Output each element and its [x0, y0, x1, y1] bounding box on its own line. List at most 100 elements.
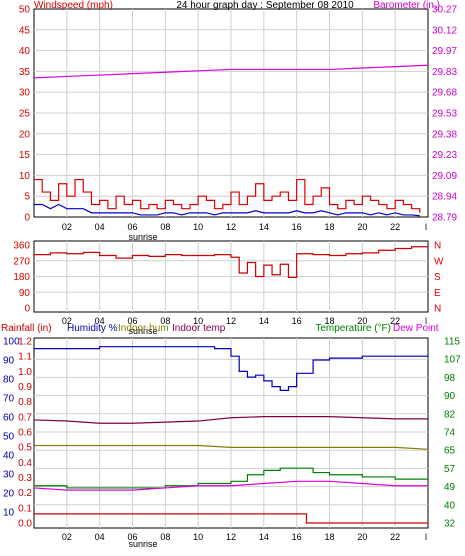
axis-tick-label: 49 — [444, 482, 456, 493]
axis-tick-label: 1.0 — [18, 367, 32, 378]
climate-hour-axis: 02 04 06 08 10 12 14 16 18 20 22 l — [62, 532, 427, 542]
hour-tick-label: 10 — [193, 222, 203, 232]
axis-tick-label: 10 — [19, 171, 31, 182]
axis-tick-label: 28.79 — [432, 213, 457, 224]
hour-tick-label: 16 — [292, 532, 302, 542]
sunrise-label: sunrise — [128, 232, 157, 242]
axis-tick-label: 25 — [19, 109, 31, 120]
end-tick-label: l — [425, 532, 427, 542]
axis-tick-label: 107 — [444, 355, 461, 366]
hour-tick-label: 08 — [160, 532, 170, 542]
rainfall-line — [34, 513, 428, 524]
axis-tick-label: 90 — [444, 391, 456, 402]
axis-tick-label: 270 — [13, 256, 30, 267]
hour-tick-label: 22 — [390, 222, 400, 232]
axis-tick-label: 20 — [3, 489, 15, 500]
windspeed-label: Windspeed (mph) — [34, 0, 113, 11]
hour-tick-label: 10 — [193, 532, 203, 542]
indoor-hum-line — [34, 444, 429, 450]
wind-direction-line — [34, 246, 428, 278]
axis-tick-label: 40 — [3, 451, 15, 462]
axis-tick-label: 0.6 — [18, 428, 32, 439]
average-wind-line — [34, 203, 420, 217]
degrees-axis: 360 270 180 90 0 — [13, 241, 30, 315]
barometer-axis: 30.27 30.12 29.97 29.83 29.68 29.53 29.38 29.23… — [432, 5, 457, 224]
axis-tick-label: 1.1 — [18, 352, 32, 363]
axis-tick-label: 180 — [13, 272, 30, 283]
axis-tick-label: 29.23 — [432, 150, 457, 161]
axis-tick-label: 0.7 — [18, 412, 32, 423]
end-tick-label: l — [425, 316, 427, 326]
barometer-label: Barometer (in.) — [373, 0, 440, 11]
hour-tick-label: 14 — [259, 316, 269, 326]
hour-tick-label: 16 — [292, 316, 302, 326]
hour-tick-label: 20 — [357, 532, 367, 542]
axis-tick-label: 30 — [3, 470, 15, 481]
axis-tick-label: 60 — [3, 413, 15, 424]
axis-tick-label: 50 — [19, 5, 31, 16]
hour-tick-label: 18 — [324, 532, 334, 542]
humidity-line — [34, 346, 429, 391]
axis-tick-label: 80 — [3, 375, 15, 386]
hour-tick-label: 02 — [62, 316, 72, 326]
hour-tick-label: 04 — [95, 222, 105, 232]
axis-tick-label: 15 — [19, 150, 31, 161]
hour-tick-label: 08 — [160, 222, 170, 232]
humidity-label: Humidity % — [67, 323, 118, 334]
hour-tick-label: 02 — [62, 532, 72, 542]
hour-tick-label: 20 — [357, 222, 367, 232]
axis-tick-label: 1.2 — [18, 337, 32, 348]
axis-tick-label: E — [434, 288, 441, 299]
hour-tick-label: 12 — [226, 532, 236, 542]
axis-tick-label: 40 — [444, 500, 456, 511]
axis-tick-label: 40 — [19, 46, 31, 57]
axis-tick-label: 0.8 — [18, 397, 32, 408]
hour-tick-label: 04 — [95, 316, 105, 326]
hour-tick-label: 18 — [324, 316, 334, 326]
rainfall-label: Rainfall (in) — [1, 323, 52, 334]
axis-tick-label: 82 — [444, 409, 456, 420]
rainfall-axis: 1.2 1.1 1.0 0.9 0.8 0.7 0.6 0.5 0.4 0.3 0.2 0.1 0.0 — [18, 337, 32, 530]
top-grid — [34, 9, 428, 217]
axis-tick-label: 45 — [19, 25, 31, 36]
axis-tick-label: 29.68 — [432, 88, 457, 99]
axis-tick-label: 50 — [3, 432, 15, 443]
temperature-label: Temperature (°F) — [315, 323, 391, 334]
axis-tick-label: 360 — [13, 241, 30, 252]
dew-point-label: Dew Point — [393, 323, 439, 334]
hour-tick-label: 10 — [193, 316, 203, 326]
temperature-line — [34, 467, 428, 489]
hour-tick-label: 16 — [292, 222, 302, 232]
axis-tick-label: 29.97 — [432, 46, 457, 57]
axis-tick-label: 5 — [24, 192, 30, 203]
axis-tick-label: 0 — [24, 304, 30, 315]
dew-point-line — [33, 480, 428, 491]
axis-tick-label: 65 — [444, 446, 456, 457]
axis-tick-label: 0.5 — [18, 443, 32, 454]
axis-tick-label: W — [434, 256, 444, 267]
axis-tick-label: 28.94 — [432, 192, 457, 203]
hour-tick-label: 02 — [62, 222, 72, 232]
axis-tick-label: 35 — [19, 67, 31, 78]
hour-tick-label: 06 — [127, 532, 137, 542]
climate-grid — [34, 338, 428, 528]
axis-tick-label: 115 — [444, 337, 460, 348]
axis-tick-label: 90 — [3, 356, 15, 367]
direction-hour-axis: 02 04 06 08 10 12 14 16 18 20 22 l — [62, 316, 427, 326]
axis-tick-label: 0.3 — [18, 473, 32, 484]
axis-tick-label: 0.4 — [18, 458, 32, 469]
hour-tick-label: 20 — [357, 316, 367, 326]
axis-tick-label: 29.09 — [432, 171, 457, 182]
hour-tick-label: 18 — [324, 222, 334, 232]
axis-tick-label: 70 — [3, 394, 15, 405]
wind-gust-line — [34, 178, 421, 213]
indoor-temp-label: Indoor temp — [172, 323, 226, 334]
hour-tick-label: 14 — [259, 222, 269, 232]
axis-tick-label: 90 — [19, 288, 31, 299]
sunrise-label-mid: sunrise — [128, 326, 157, 336]
axis-tick-label: 100 — [3, 337, 20, 348]
top-hour-axis: 02 04 06 08 10 12 14 16 18 20 22 l — [62, 222, 427, 232]
axis-tick-label: 98 — [444, 373, 456, 384]
hour-tick-label: 08 — [160, 316, 170, 326]
